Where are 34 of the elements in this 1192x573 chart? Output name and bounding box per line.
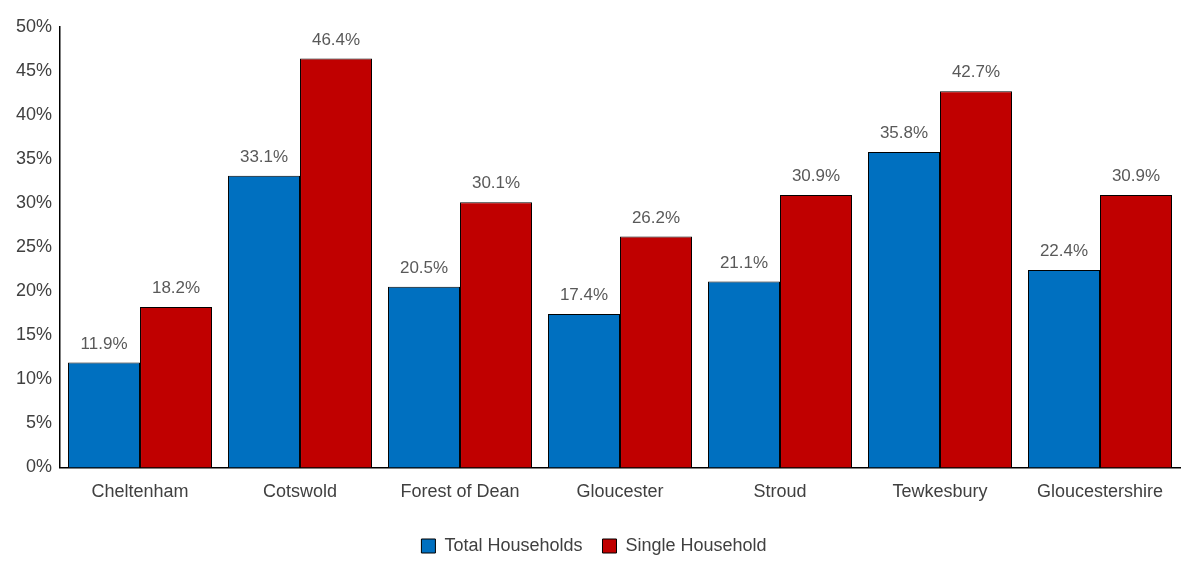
data-label: 35.8%	[879, 123, 929, 143]
data-label: 46.4%	[311, 29, 361, 49]
y-tick-label: 50%	[16, 15, 53, 36]
x-tick-label: Gloucester	[576, 481, 664, 502]
y-tick-label: 20%	[16, 280, 53, 301]
x-tick-label: Stroud	[753, 481, 807, 502]
y-tick-label: 0%	[26, 456, 53, 477]
x-tick-label: Gloucestershire	[1036, 481, 1164, 502]
data-label: 21.1%	[719, 252, 769, 272]
data-label: 30.9%	[1111, 166, 1161, 186]
data-label: 18.2%	[151, 278, 201, 298]
legend-label: Total Households	[444, 534, 583, 555]
y-tick-label: 10%	[16, 368, 53, 389]
y-tick-label: 45%	[16, 59, 53, 80]
data-label: 33.1%	[239, 146, 289, 166]
x-tick-label: Cotswold	[263, 481, 338, 502]
y-tick-label: 35%	[16, 147, 53, 168]
y-tick-label: 40%	[16, 103, 53, 124]
data-label: 17.4%	[559, 285, 609, 305]
data-label: 20.5%	[399, 257, 449, 277]
y-tick-label: 5%	[26, 412, 53, 433]
data-label: 42.7%	[951, 62, 1001, 82]
x-tick-label: Forest of Dean	[400, 481, 520, 502]
data-label: 30.1%	[471, 173, 521, 193]
y-tick-label: 15%	[16, 324, 53, 345]
y-tick-label: 30%	[16, 192, 53, 213]
x-tick-label: Tewkesbury	[892, 481, 988, 502]
legend-label: Single Household	[625, 534, 767, 555]
x-tick-label: Cheltenham	[91, 481, 189, 502]
y-tick-label: 25%	[16, 236, 53, 257]
data-label: 22.4%	[1039, 241, 1089, 261]
data-label: 26.2%	[631, 207, 681, 227]
data-label: 11.9%	[80, 333, 128, 353]
data-label: 30.9%	[791, 166, 841, 186]
